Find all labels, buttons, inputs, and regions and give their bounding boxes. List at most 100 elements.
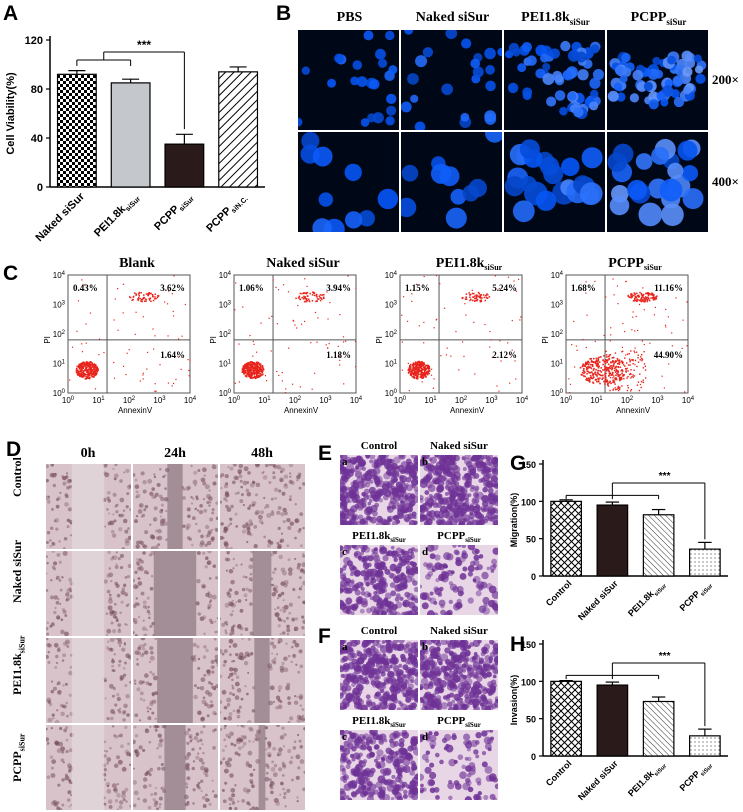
- event-dot: [408, 369, 410, 372]
- event-dot: [519, 319, 521, 321]
- event-dot: [304, 292, 306, 294]
- event-dot: [319, 299, 322, 302]
- event-dot: [586, 367, 589, 370]
- event-dot: [288, 347, 290, 349]
- event-dot: [605, 370, 608, 372]
- y-tick-label: 103: [219, 301, 232, 310]
- event-dot: [599, 370, 601, 372]
- event-dot: [630, 373, 632, 375]
- event-dot: [80, 372, 83, 375]
- flow-plot-title: PCPPsiSur: [608, 256, 662, 272]
- event-dot: [411, 376, 414, 378]
- nucleus: [681, 50, 693, 62]
- nucleus: [298, 117, 303, 127]
- event-dot: [417, 370, 419, 372]
- event-dot: [137, 299, 139, 301]
- event-dot: [261, 374, 263, 376]
- event-dot: [589, 374, 592, 377]
- event-dot: [590, 358, 593, 360]
- event-dot: [612, 381, 614, 384]
- event-dot: [91, 373, 94, 375]
- event-dot: [619, 379, 621, 382]
- nucleus: [441, 83, 454, 96]
- event-dot: [414, 361, 417, 364]
- event-dot: [256, 364, 259, 367]
- nucleus: [589, 77, 601, 89]
- x-tick-label: 100: [228, 396, 241, 405]
- event-dot: [413, 377, 416, 379]
- event-dot: [621, 362, 624, 365]
- event-dot: [82, 361, 85, 364]
- event-dot: [588, 380, 590, 382]
- event-dot: [631, 295, 634, 297]
- event-dot: [635, 299, 637, 302]
- fluor-image-pbs-200: [298, 30, 399, 130]
- event-dot: [304, 297, 307, 300]
- event-dot: [281, 380, 283, 382]
- event-dot: [95, 366, 98, 369]
- event-dot: [610, 365, 612, 367]
- event-dot: [605, 381, 607, 383]
- event-dot: [627, 294, 630, 297]
- event-dot: [621, 370, 624, 372]
- nucleus: [651, 146, 670, 165]
- event-dot: [427, 371, 430, 374]
- event-dot: [642, 293, 645, 296]
- event-dot: [156, 296, 159, 299]
- event-dot: [254, 372, 257, 374]
- event-dot: [81, 279, 83, 281]
- event-dot: [146, 351, 149, 353]
- event-dot: [607, 359, 609, 362]
- event-dot: [621, 385, 623, 387]
- event-dot: [412, 369, 415, 372]
- flow-x-label: AnnexinV: [118, 406, 153, 415]
- event-dot: [615, 365, 618, 368]
- event-dot: [595, 364, 598, 367]
- event-dot: [253, 373, 256, 375]
- event-dot: [612, 389, 614, 391]
- event-dot: [647, 297, 650, 300]
- event-dot: [500, 360, 502, 362]
- event-dot: [306, 295, 309, 297]
- event-dot: [587, 363, 590, 366]
- event-dot: [611, 367, 614, 370]
- event-dot: [606, 383, 609, 385]
- event-dot: [145, 293, 148, 295]
- event-dot: [309, 292, 311, 295]
- wound-image: [133, 464, 218, 549]
- event-dot: [661, 375, 663, 377]
- event-dot: [656, 295, 658, 297]
- event-dot: [629, 372, 632, 375]
- x-tick-label: 104: [350, 396, 363, 405]
- event-dot: [595, 368, 597, 371]
- event-dot: [629, 364, 631, 366]
- transwell-sub-letter: d: [422, 731, 429, 743]
- event-dot: [327, 318, 329, 320]
- nucleus: [372, 112, 384, 124]
- event-dot: [481, 297, 483, 299]
- event-dot: [78, 365, 81, 368]
- event-dot: [97, 367, 99, 370]
- event-dot: [412, 362, 415, 364]
- panel-b-letter: B: [276, 2, 292, 25]
- event-dot: [614, 361, 616, 363]
- event-dot: [632, 316, 634, 318]
- event-dot: [89, 364, 91, 366]
- event-dot: [417, 368, 419, 371]
- event-dot: [83, 372, 86, 375]
- event-dot: [620, 378, 622, 380]
- event-dot: [401, 341, 403, 343]
- event-dot: [475, 297, 477, 300]
- event-dot: [249, 369, 251, 372]
- event-dot: [639, 373, 641, 375]
- event-dot: [252, 367, 254, 369]
- event-dot: [423, 362, 425, 364]
- event-dot: [81, 366, 83, 369]
- event-dot: [78, 363, 80, 366]
- event-dot: [598, 365, 600, 368]
- event-dot: [245, 362, 248, 365]
- nucleus: [635, 153, 653, 170]
- event-dot: [604, 375, 607, 377]
- event-dot: [634, 293, 636, 296]
